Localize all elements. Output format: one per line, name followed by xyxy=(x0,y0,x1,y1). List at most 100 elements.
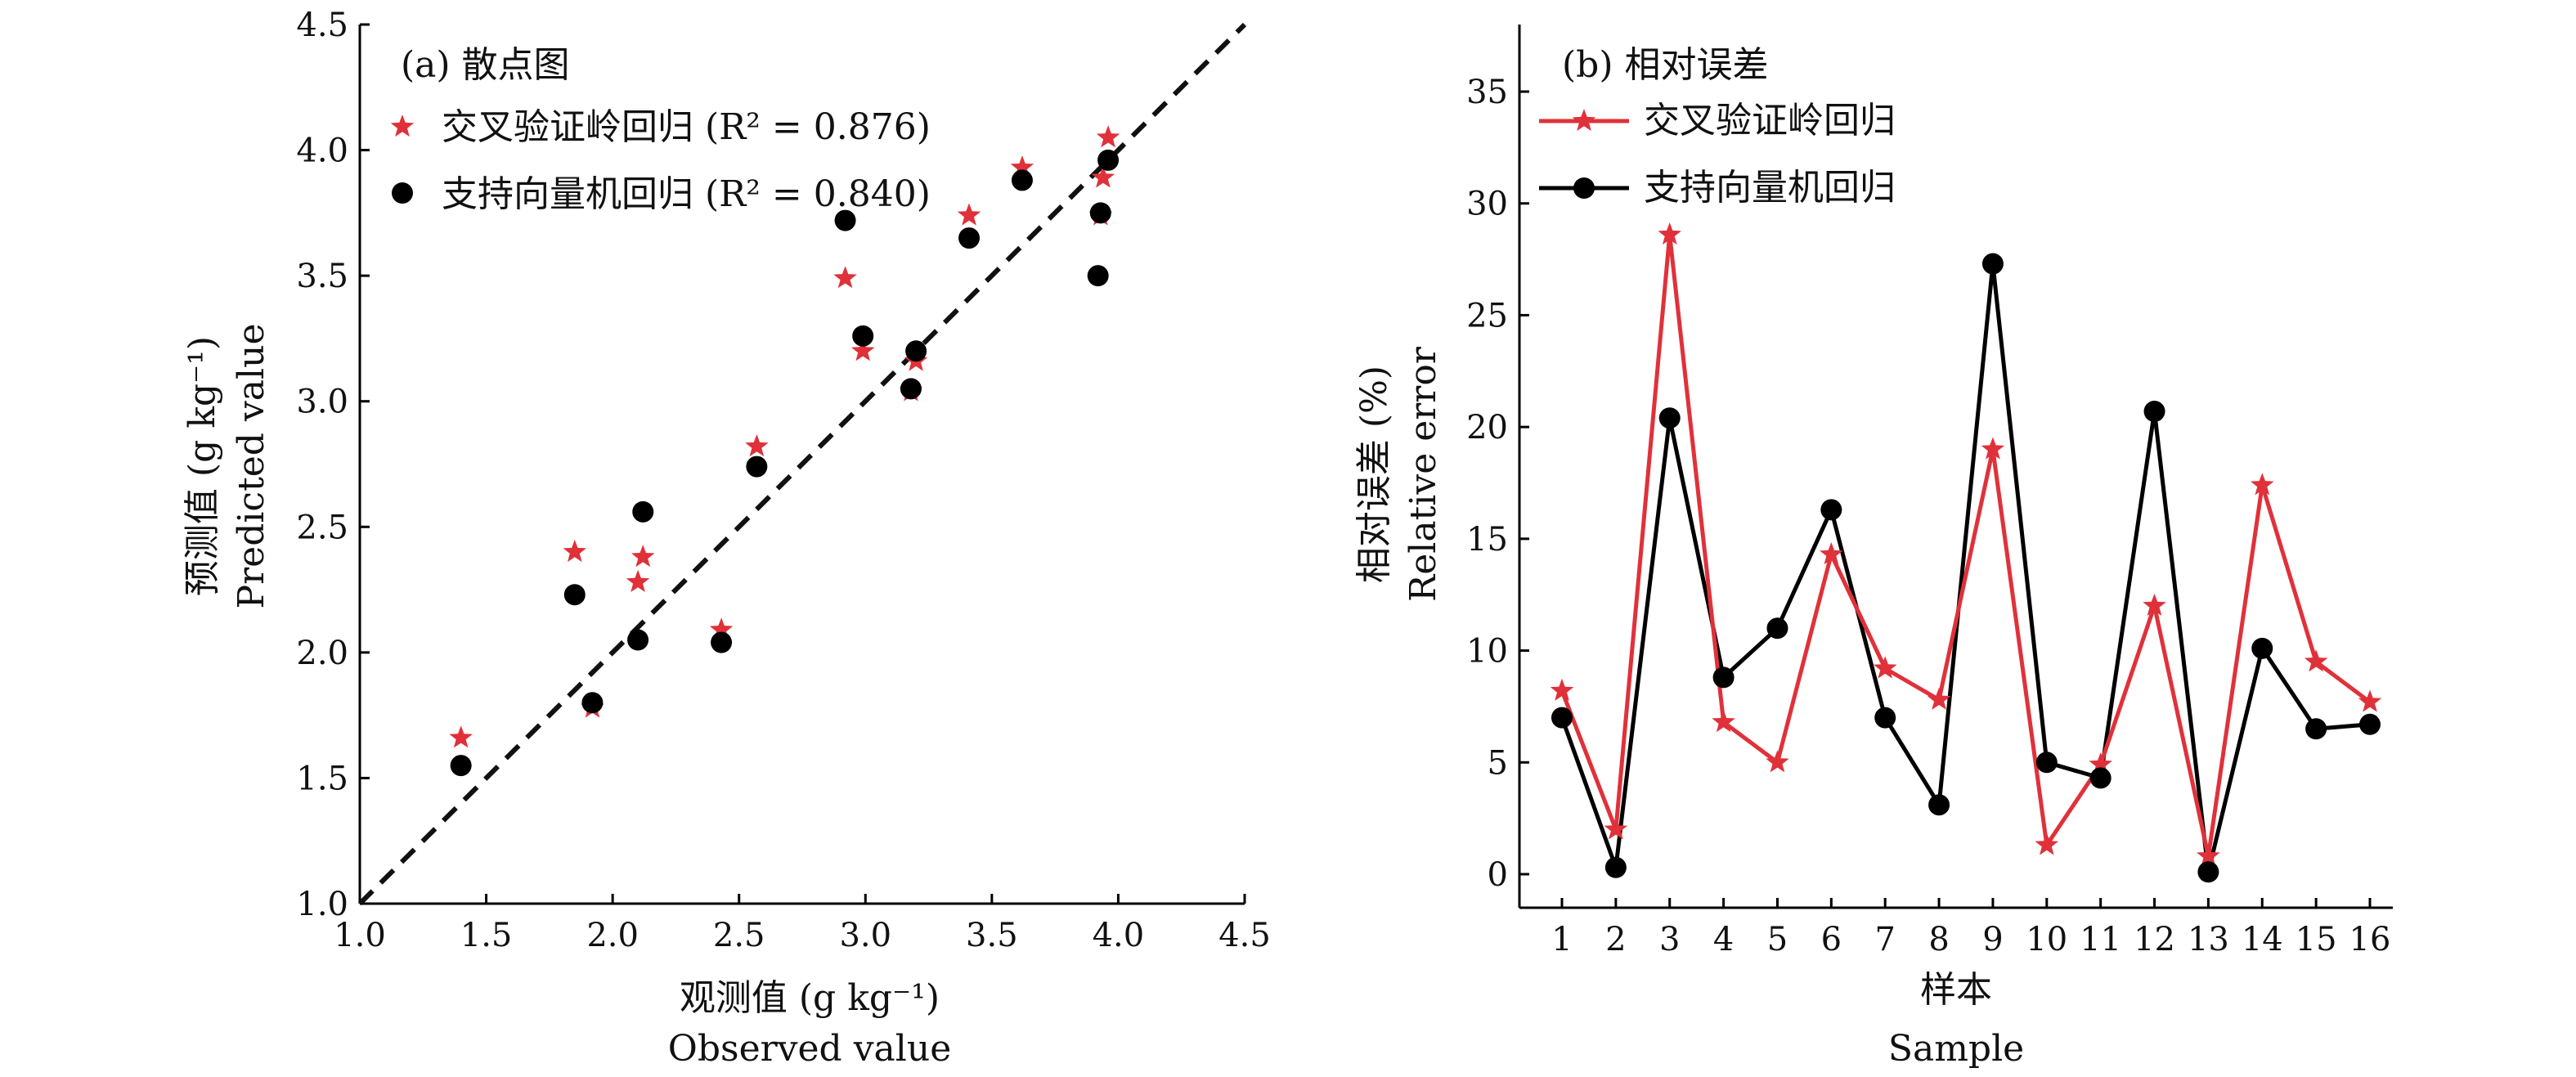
svr-point xyxy=(958,227,981,249)
panel-b-xlabel-cn: 样本 xyxy=(1920,969,1992,1011)
x-tick-label: 2.5 xyxy=(713,917,765,954)
y-tick-label: 4.5 xyxy=(296,7,348,44)
ridge-point xyxy=(2089,752,2112,775)
x-tick-label: 12 xyxy=(2134,921,2175,958)
svr-point xyxy=(1089,202,1111,224)
y-tick-label: 1.0 xyxy=(296,886,348,923)
x-tick-label: 15 xyxy=(2296,921,2337,958)
x-tick-label: 13 xyxy=(2188,921,2229,958)
legend-circle-marker-shape xyxy=(392,182,413,204)
panel-a-legend-label-1: 支持向量机回归 (R² = 0.840) xyxy=(442,173,931,215)
x-tick-label: 7 xyxy=(1874,921,1895,958)
svr-point xyxy=(1712,666,1735,689)
ridge-point xyxy=(563,540,586,563)
y-tick-label: 20 xyxy=(1466,409,1508,447)
ridge-point xyxy=(850,339,875,361)
y-tick-label: 4.0 xyxy=(296,132,348,170)
svr-point xyxy=(746,455,768,478)
ridge-line xyxy=(1560,232,2372,859)
svr-point xyxy=(2305,718,2327,740)
ridge-point xyxy=(1010,155,1034,178)
svr-point xyxy=(905,340,927,362)
panel-a-marks xyxy=(449,125,1120,777)
svr-point xyxy=(1928,794,1950,816)
y-tick-label: 15 xyxy=(1466,521,1508,559)
x-tick-label: 14 xyxy=(2242,921,2283,958)
svr-point xyxy=(2089,767,2112,789)
x-tick-label: 1 xyxy=(1551,921,1572,958)
ridge-point xyxy=(449,725,473,748)
svr-point xyxy=(2251,637,2273,659)
x-tick-label: 3.0 xyxy=(839,917,891,954)
svr-point xyxy=(1766,617,1788,639)
legend-line-star xyxy=(1539,109,1629,132)
svr-point xyxy=(900,378,922,400)
x-tick-label: 3 xyxy=(1659,921,1680,958)
ridge-point xyxy=(1604,817,1628,840)
panel-b-xlabel-en: Sample xyxy=(1888,1028,2024,1070)
ridge-point xyxy=(1712,710,1735,733)
panel-a-xlabel-cn: 观测值 (g kg⁻¹) xyxy=(680,977,940,1019)
panel-b-legend-label-0: 交叉验证岭回归 xyxy=(1644,100,1896,141)
svr-point xyxy=(1097,149,1120,171)
svr-line xyxy=(1560,262,2371,874)
legend-circle-marker xyxy=(392,182,413,204)
panel-a-scatter: 1.0 1.5 2.0 2.5 3.0 3.5 4.0 4.5 1.0 1.5 2.0 2.5 3.0 3… xyxy=(182,7,1271,1070)
y-tick-label: 2.5 xyxy=(296,509,348,546)
panel-b-ylabel-en: Relative error xyxy=(1402,346,1444,602)
x-tick-label: 4.5 xyxy=(1218,917,1271,954)
x-tick-label: 3.5 xyxy=(966,917,1018,954)
y-tick-label: 2.0 xyxy=(296,635,348,672)
panel-a-xlabel-en: Observed value xyxy=(668,1028,951,1070)
y-tick-label: 10 xyxy=(1466,633,1508,671)
x-tick-label: 10 xyxy=(2026,921,2067,958)
ridge-point xyxy=(1658,222,1681,245)
ridge-point xyxy=(2251,473,2274,496)
panel-a-axes: 1.0 1.5 2.0 2.5 3.0 3.5 4.0 4.5 1.0 1.5 2.0 2.5 3.0 3… xyxy=(296,7,1270,954)
panel-b-legend: 交叉验证岭回归 支持向量机回归 xyxy=(1539,100,1896,209)
ridge-point xyxy=(709,617,734,640)
x-tick-label: 2.0 xyxy=(586,917,639,954)
ridge-point xyxy=(1820,542,1843,565)
svr-point xyxy=(1551,707,1573,729)
ridge-point xyxy=(2143,593,2166,616)
svr-point xyxy=(834,209,856,231)
svr-point xyxy=(2359,713,2381,735)
ridge-point xyxy=(833,266,857,289)
svr-point xyxy=(581,692,604,714)
y-tick-label: 1.5 xyxy=(296,760,348,797)
ridge-point xyxy=(2304,649,2328,672)
legend-circle-marker-shape xyxy=(1573,177,1595,199)
ridge-point xyxy=(1091,165,1115,188)
svr-point xyxy=(2197,861,2219,883)
ridge-point xyxy=(1927,687,1951,710)
ridge-point xyxy=(1981,437,2005,460)
x-tick-label: 11 xyxy=(2080,921,2121,958)
x-tick-label: 8 xyxy=(1928,921,1949,958)
ridge-point xyxy=(745,434,769,457)
panel-a-ylabel-en: Predicted value xyxy=(231,324,272,609)
ridge-point xyxy=(1766,750,1789,773)
svr-point xyxy=(2035,752,2058,774)
y-tick-label: 0 xyxy=(1488,856,1508,894)
svr-point xyxy=(852,325,874,347)
svr-point xyxy=(1981,253,2004,275)
panel-a-legend-label-0: 交叉验证岭回归 (R² = 0.876) xyxy=(442,106,931,148)
panel-b-title: (b) 相对误差 xyxy=(1562,44,1768,86)
x-tick-label: 4.0 xyxy=(1093,917,1145,954)
svr-point xyxy=(1087,265,1109,287)
ridge-point xyxy=(631,545,655,568)
panel-a-ylabel-cn: 预测值 (g kg⁻¹) xyxy=(182,336,223,596)
x-tick-label: 2 xyxy=(1605,921,1626,958)
svr-point xyxy=(563,584,586,606)
legend-star-marker xyxy=(390,114,415,137)
panel-b-ylabel-cn: 相对误差 (%) xyxy=(1353,366,1395,583)
svr-point xyxy=(711,631,733,653)
svr-point xyxy=(1874,707,1896,729)
x-tick-label: 6 xyxy=(1821,921,1842,958)
y-tick-label: 30 xyxy=(1466,186,1508,223)
svr-point xyxy=(2143,401,2165,423)
